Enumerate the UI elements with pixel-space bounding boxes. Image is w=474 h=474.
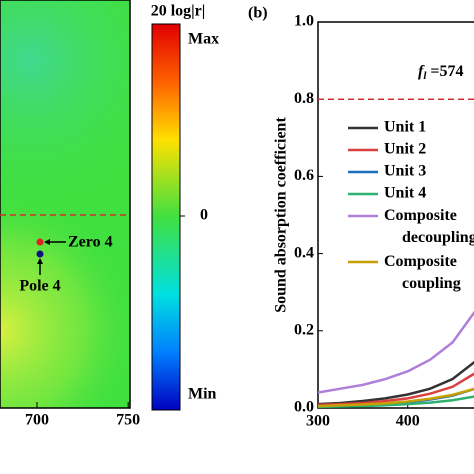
annotation: Zero 4	[68, 234, 113, 251]
y-tick-label: 0.6	[294, 167, 314, 184]
y-axis-label: Sound absorption coefficient	[273, 117, 290, 313]
plot-frame	[0, 0, 131, 409]
annotation: Pole 4	[19, 278, 60, 295]
legend-label: Composite coupling	[384, 253, 461, 292]
x-tick-label: 750	[116, 412, 140, 429]
y-tick-label: 0.4	[294, 244, 314, 261]
legend-label: Unit 3	[384, 163, 426, 180]
annotation-part: f	[418, 63, 425, 80]
data-line	[318, 360, 474, 406]
arrowhead	[37, 258, 43, 264]
x-tick-label: 400	[396, 413, 420, 430]
arrowhead	[44, 239, 50, 245]
y-tick-label: 0.0	[294, 399, 314, 416]
panel-a: Zero 4 Pole 4 20 log|r| Max 0 Min 700 750	[0, 0, 219, 429]
plot-area	[318, 98, 474, 408]
annotation-part: =574	[426, 63, 463, 80]
data-line	[318, 310, 474, 394]
x-tick-label: 700	[25, 412, 49, 429]
colorbar-label: 0	[200, 207, 208, 224]
colorbar-title: 20 log|r|	[151, 3, 206, 20]
y-tick-label: 0.8	[294, 90, 314, 107]
pole-marker	[36, 250, 44, 258]
panel-label: (b)	[248, 5, 268, 22]
panel-b: (b) Sound absorption coefficient fl =574…	[248, 5, 474, 430]
field-shade	[0, 0, 130, 408]
legend-label: Composite decoupling	[384, 207, 474, 246]
colorbar	[151, 23, 181, 411]
y-tick-label: 0.2	[294, 321, 314, 338]
legend-label: Unit 1	[384, 119, 426, 136]
colorbar-label: Min	[188, 386, 217, 403]
plot-frame	[317, 21, 474, 409]
annotation: fl =574	[418, 63, 464, 82]
colorbar-label: Max	[188, 31, 219, 48]
y-tick-label: 1.0	[294, 13, 314, 30]
zero-marker	[36, 238, 44, 246]
legend-label: Unit 2	[384, 141, 426, 158]
x-tick-label: 300	[306, 413, 330, 430]
data-line	[318, 387, 474, 408]
annotation-part: l	[423, 70, 427, 82]
legend-label: Unit 4	[384, 185, 426, 202]
